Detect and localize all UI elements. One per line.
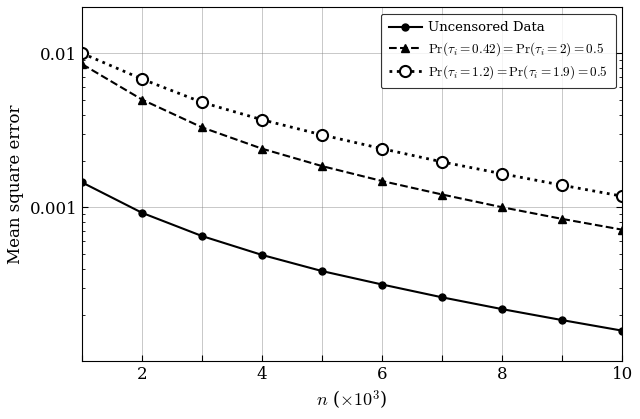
Uncensored Data: [138, 210, 146, 215]
$\mathrm{Pr}(\tau_i = 1.2) = \mathrm{Pr}(\tau_i = 1.9) = 0.5$: [198, 100, 206, 105]
Uncensored Data: [438, 295, 446, 300]
$\mathrm{Pr}(\tau_i = 1.2) = \mathrm{Pr}(\tau_i = 1.9) = 0.5$: [619, 194, 627, 199]
$\mathrm{Pr}(\tau_i = 1.2) = \mathrm{Pr}(\tau_i = 1.9) = 0.5$: [559, 183, 566, 188]
Uncensored Data: [619, 328, 627, 333]
$\mathrm{Pr}(\tau_i = 1.2) = \mathrm{Pr}(\tau_i = 1.9) = 0.5$: [499, 171, 506, 176]
$\mathrm{Pr}(\tau_i = 0.42) = \mathrm{Pr}(\tau_i = 2) = 0.5$: [138, 97, 146, 102]
Uncensored Data: [499, 307, 506, 312]
$\mathrm{Pr}(\tau_i = 1.2) = \mathrm{Pr}(\tau_i = 1.9) = 0.5$: [138, 77, 146, 82]
Line: Uncensored Data: Uncensored Data: [79, 179, 626, 334]
$\mathrm{Pr}(\tau_i = 1.2) = \mathrm{Pr}(\tau_i = 1.9) = 0.5$: [259, 117, 266, 122]
Y-axis label: Mean square error: Mean square error: [7, 104, 24, 264]
Line: $\mathrm{Pr}(\tau_i = 0.42) = \mathrm{Pr}(\tau_i = 2) = 0.5$: $\mathrm{Pr}(\tau_i = 0.42) = \mathrm{Pr…: [78, 60, 627, 234]
Uncensored Data: [78, 180, 86, 185]
$\mathrm{Pr}(\tau_i = 0.42) = \mathrm{Pr}(\tau_i = 2) = 0.5$: [499, 205, 506, 210]
Uncensored Data: [259, 253, 266, 258]
$\mathrm{Pr}(\tau_i = 0.42) = \mathrm{Pr}(\tau_i = 2) = 0.5$: [319, 164, 326, 169]
Uncensored Data: [319, 269, 326, 274]
$\mathrm{Pr}(\tau_i = 0.42) = \mathrm{Pr}(\tau_i = 2) = 0.5$: [259, 146, 266, 151]
$\mathrm{Pr}(\tau_i = 0.42) = \mathrm{Pr}(\tau_i = 2) = 0.5$: [78, 62, 86, 67]
$\mathrm{Pr}(\tau_i = 0.42) = \mathrm{Pr}(\tau_i = 2) = 0.5$: [559, 217, 566, 222]
$\mathrm{Pr}(\tau_i = 0.42) = \mathrm{Pr}(\tau_i = 2) = 0.5$: [438, 192, 446, 197]
$\mathrm{Pr}(\tau_i = 1.2) = \mathrm{Pr}(\tau_i = 1.9) = 0.5$: [438, 160, 446, 165]
$\mathrm{Pr}(\tau_i = 0.42) = \mathrm{Pr}(\tau_i = 2) = 0.5$: [619, 227, 627, 232]
X-axis label: $n$ ($\times 10^3$): $n$ ($\times 10^3$): [317, 389, 388, 412]
Line: $\mathrm{Pr}(\tau_i = 1.2) = \mathrm{Pr}(\tau_i = 1.9) = 0.5$: $\mathrm{Pr}(\tau_i = 1.2) = \mathrm{Pr}…: [77, 48, 628, 202]
Legend: Uncensored Data, $\mathrm{Pr}(\tau_i = 0.42) = \mathrm{Pr}(\tau_i = 2) = 0.5$, $: Uncensored Data, $\mathrm{Pr}(\tau_i = 0…: [381, 13, 616, 88]
$\mathrm{Pr}(\tau_i = 1.2) = \mathrm{Pr}(\tau_i = 1.9) = 0.5$: [378, 146, 386, 151]
$\mathrm{Pr}(\tau_i = 1.2) = \mathrm{Pr}(\tau_i = 1.9) = 0.5$: [78, 51, 86, 56]
$\mathrm{Pr}(\tau_i = 1.2) = \mathrm{Pr}(\tau_i = 1.9) = 0.5$: [319, 132, 326, 137]
Uncensored Data: [559, 318, 566, 323]
$\mathrm{Pr}(\tau_i = 0.42) = \mathrm{Pr}(\tau_i = 2) = 0.5$: [198, 125, 206, 130]
Uncensored Data: [198, 233, 206, 238]
$\mathrm{Pr}(\tau_i = 0.42) = \mathrm{Pr}(\tau_i = 2) = 0.5$: [378, 178, 386, 184]
Uncensored Data: [378, 282, 386, 287]
